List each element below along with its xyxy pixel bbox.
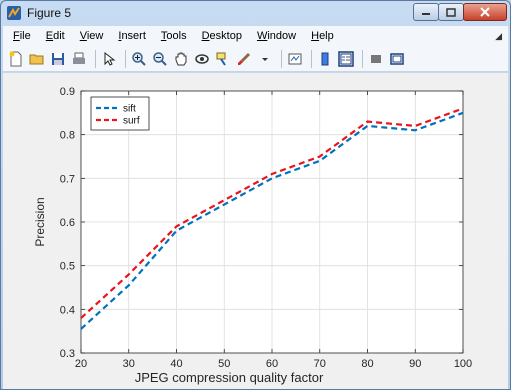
legend-label-sift: sift: [123, 104, 136, 115]
x-tick-label: 40: [170, 358, 182, 370]
brush-icon[interactable]: [235, 50, 253, 68]
maximize-button[interactable]: [438, 3, 464, 21]
colorbar-icon[interactable]: [316, 50, 334, 68]
title-bar[interactable]: Figure 5: [1, 1, 510, 25]
rotate-3d-icon[interactable]: [193, 50, 211, 68]
y-tick-label: 0.6: [60, 217, 75, 229]
menu-bar: File Edit View Insert Tools Desktop Wind…: [3, 26, 508, 46]
series-line-surf[interactable]: [80, 107, 464, 319]
pointer-icon[interactable]: [100, 50, 118, 68]
print-icon[interactable]: [70, 50, 88, 68]
figure-toolbar: [3, 46, 508, 72]
menu-insert[interactable]: Insert: [118, 30, 146, 42]
zoom-out-icon[interactable]: [151, 50, 169, 68]
x-tick-label: 50: [218, 358, 230, 370]
x-tick-label: 80: [361, 358, 373, 370]
legend-box: [90, 96, 150, 131]
zoom-in-icon[interactable]: [130, 50, 148, 68]
y-tick-label: 0.5: [60, 261, 75, 273]
link-plot-icon[interactable]: [286, 50, 304, 68]
y-tick-label: 0.4: [60, 304, 75, 316]
save-icon[interactable]: [49, 50, 67, 68]
new-figure-icon[interactable]: [7, 50, 25, 68]
menu-edit[interactable]: Edit: [45, 30, 65, 42]
menu-desktop[interactable]: Desktop: [201, 30, 242, 42]
maximize-icon: [446, 7, 456, 17]
close-icon: [480, 7, 490, 17]
figure-canvas: 20 30 40 50 60 70 80 90 100 0.3 0.4 0.5 0.6 0.7 0.8 0.9…: [3, 73, 508, 389]
x-tick-label: 20: [75, 358, 87, 370]
x-tick-label: 90: [409, 358, 421, 370]
menu-overflow-arrow-icon[interactable]: ◢: [495, 31, 502, 41]
minimize-icon: [422, 13, 430, 15]
x-tick-label: 70: [314, 358, 326, 370]
minimize-button[interactable]: [413, 3, 439, 21]
menu-help[interactable]: Help: [311, 30, 334, 42]
toolbar-separator: [311, 49, 312, 68]
menu-tools[interactable]: Tools: [160, 30, 187, 42]
y-tick-label: 0.9: [60, 86, 75, 98]
legend-icon[interactable]: [337, 50, 355, 68]
pan-icon[interactable]: [172, 50, 190, 68]
y-tick-label: 0.8: [60, 130, 75, 142]
legend-label-surf: surf: [123, 116, 140, 127]
matlab-figure-icon: [7, 6, 21, 20]
window-title: Figure 5: [27, 6, 72, 20]
toolbar-separator: [125, 49, 126, 68]
menu-view[interactable]: View: [79, 30, 104, 42]
toolbar-separator: [95, 49, 96, 68]
menu-file[interactable]: File: [13, 30, 31, 42]
x-axis-label: JPEG compression quality factor: [135, 370, 324, 385]
x-tick-label: 60: [266, 358, 278, 370]
line-chart: 20 30 40 50 60 70 80 90 100 0.3 0.4 0.5 0.6 0.7 0.8 0.9…: [33, 86, 472, 385]
open-file-icon[interactable]: [28, 50, 46, 68]
data-cursor-icon[interactable]: [214, 50, 232, 68]
property-editor-icon[interactable]: [388, 50, 406, 68]
y-tick-label: 0.7: [60, 173, 75, 185]
toolbar-separator: [362, 49, 363, 68]
x-tick-label: 100: [454, 358, 472, 370]
menu-window[interactable]: Window: [256, 30, 297, 42]
plot-browser-icon[interactable]: [367, 50, 385, 68]
brush-dropdown-icon[interactable]: [256, 50, 274, 68]
y-axis-label: Precision: [33, 197, 47, 246]
x-tick-label: 30: [123, 358, 135, 370]
y-tick-label: 0.3: [60, 348, 75, 360]
toolbar-separator: [281, 49, 282, 68]
close-button[interactable]: [463, 3, 507, 21]
